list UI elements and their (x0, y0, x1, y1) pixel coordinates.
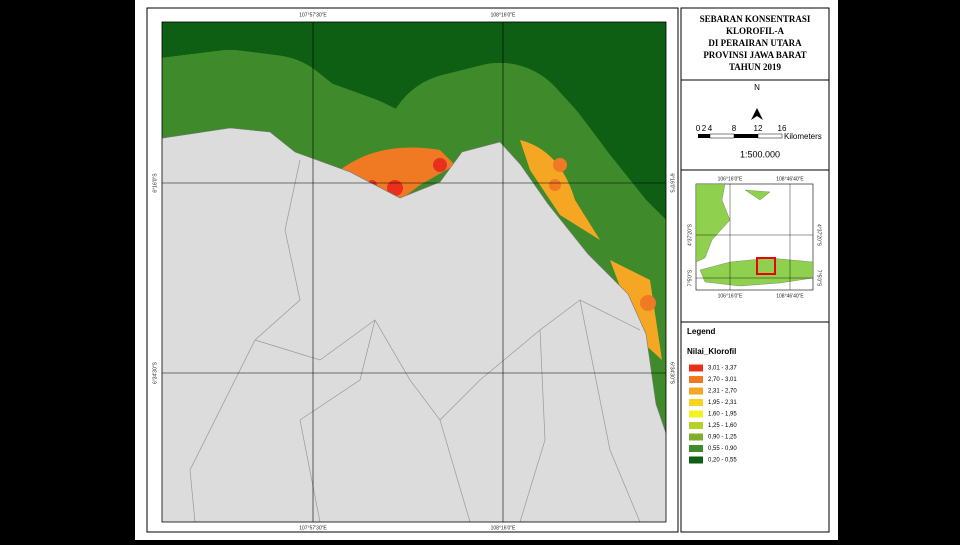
north-arrow (751, 108, 763, 120)
legend-swatch (689, 387, 703, 395)
lon-label: 107°57'30"E (299, 12, 327, 18)
north-label: N (754, 83, 760, 92)
legend-swatch (689, 456, 703, 464)
legend-label: 0,55 - 0,90 (708, 446, 737, 452)
inset-lon-label: 106°16'0"E (718, 176, 743, 182)
legend-swatch (689, 364, 703, 372)
legend-label: 3,01 - 3,37 (708, 366, 737, 372)
title-line: KLOROFIL-A (726, 26, 785, 36)
lat-label: 6°34'30"S (669, 362, 675, 385)
scale-tick-label: 2 (702, 124, 707, 133)
lat-label: 6°16'0"S (152, 173, 158, 193)
inset-lon-label: 108°46'40"E (776, 176, 804, 182)
legend-label: 2,31 - 2,70 (708, 389, 737, 395)
scale-ratio: 1:500.000 (740, 149, 780, 159)
scale-tick-label: 8 (732, 124, 737, 133)
legend-swatch (689, 422, 703, 429)
legend-swatch (689, 376, 703, 383)
scale-unit: Kilometers (784, 132, 822, 141)
legend-label: 1,60 - 1,95 (708, 412, 737, 418)
legend-title: Legend (687, 327, 716, 336)
legend-label: 2,70 - 3,01 (708, 377, 737, 383)
title-line: PROVINSI JAWA BARAT (703, 50, 806, 60)
title-line: TAHUN 2019 (729, 62, 782, 72)
side-panel (680, 7, 830, 533)
scale-tick-label: 0 (696, 124, 701, 133)
lat-label: 6°34'30"S (152, 361, 158, 384)
legend-label: 0,20 - 0,55 (708, 458, 737, 464)
legend-swatch (689, 399, 703, 406)
scale-tick-label: 16 (778, 124, 787, 133)
legend-swatch (689, 433, 703, 441)
inset-lat-label: 7°5'0"S (816, 270, 822, 287)
inset-lon-label: 108°46'40"E (776, 293, 804, 299)
legend-swatch (689, 410, 703, 418)
inset-lat-label: 4°37'20"S (687, 223, 693, 246)
title-line: SEBARAN KONSENTRASI (700, 14, 811, 24)
lon-label: 108°16'0"E (491, 12, 516, 18)
legend-swatch (689, 445, 703, 452)
title-line: DI PERAIRAN UTARA (708, 38, 802, 48)
lon-label: 108°16'0"E (491, 525, 516, 531)
main-map (162, 22, 666, 522)
lat-label: 6°16'0"S (669, 173, 675, 193)
scale-tick-label: 12 (754, 124, 763, 133)
inset-lat-label: 7°5'0"S (687, 269, 693, 286)
scale-bar (698, 133, 783, 139)
inset-map (695, 183, 814, 291)
legend-subtitle: Nilai_Klorofil (687, 347, 736, 356)
inset-lat-label: 4°37'20"S (816, 224, 822, 247)
map-frame (146, 7, 679, 533)
legend-label: 1,25 - 1,60 (708, 423, 737, 429)
legend-label: 0,90 - 1,25 (708, 435, 737, 441)
scale-tick-label: 4 (708, 124, 713, 133)
lon-label: 107°57'30"E (299, 525, 327, 531)
legend-label: 1,95 - 2,31 (708, 400, 737, 406)
inset-lon-label: 106°16'0"E (718, 293, 743, 299)
